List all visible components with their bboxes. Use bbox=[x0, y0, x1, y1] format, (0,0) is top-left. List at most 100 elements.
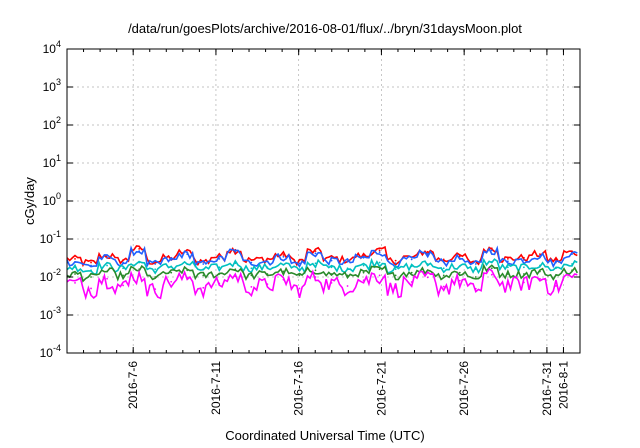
data-point bbox=[122, 274, 125, 277]
data-point bbox=[282, 278, 285, 281]
data-point bbox=[138, 274, 141, 277]
data-point bbox=[378, 261, 381, 264]
data-point bbox=[362, 264, 365, 267]
y-tick-base: 10 bbox=[40, 346, 54, 360]
data-point bbox=[539, 277, 541, 280]
data-point bbox=[410, 271, 413, 274]
data-point bbox=[90, 261, 92, 264]
data-point bbox=[298, 262, 301, 265]
x-axis: 2016-7-6 2016-7-11 2016-7-16 2016-7-21 2016-… bbox=[66, 49, 581, 416]
data-point bbox=[314, 269, 317, 272]
y-tick-base: 10 bbox=[40, 270, 54, 284]
series-line bbox=[66, 267, 578, 301]
x-axis-label: Coordinated Universal Time (UTC) bbox=[225, 428, 424, 443]
y-tick-label: 10-1 bbox=[40, 229, 61, 246]
y-tick-label: 10-3 bbox=[40, 305, 61, 322]
data-point bbox=[539, 264, 541, 267]
data-point bbox=[138, 250, 141, 253]
data-point bbox=[506, 282, 509, 285]
data-point bbox=[394, 262, 397, 265]
data-point bbox=[555, 267, 557, 270]
data-point bbox=[90, 269, 92, 272]
y-tick-label: 10-2 bbox=[40, 267, 61, 284]
y-tick-base: 10 bbox=[43, 156, 57, 170]
data-point bbox=[346, 260, 349, 263]
data-point bbox=[282, 254, 285, 256]
data-point bbox=[218, 282, 221, 285]
data-point bbox=[314, 276, 317, 278]
data-point bbox=[474, 287, 477, 290]
data-point bbox=[170, 265, 173, 268]
data-point bbox=[571, 263, 573, 265]
data-point bbox=[522, 266, 525, 269]
data-point bbox=[250, 274, 253, 277]
y-tick-label: 10-4 bbox=[40, 343, 61, 360]
data-point bbox=[90, 264, 92, 267]
data-point bbox=[186, 263, 189, 265]
y-tick-base: 10 bbox=[40, 308, 54, 322]
data-point bbox=[106, 270, 108, 273]
data-point bbox=[170, 271, 173, 274]
y-tick-label: 103 bbox=[43, 77, 61, 94]
data-point bbox=[490, 249, 493, 252]
y-tick-base: 10 bbox=[43, 42, 57, 56]
x-tick-label: 2016-7-31 bbox=[540, 361, 554, 416]
data-point bbox=[234, 262, 237, 265]
data-point bbox=[555, 274, 557, 277]
data-point bbox=[378, 251, 381, 254]
data-point bbox=[218, 273, 221, 275]
data-point bbox=[555, 285, 557, 287]
data-point bbox=[522, 281, 525, 284]
data-point bbox=[298, 287, 301, 290]
data-point bbox=[394, 286, 397, 289]
data-point bbox=[234, 275, 237, 278]
data-point bbox=[186, 253, 189, 256]
data-point bbox=[426, 263, 429, 265]
data-point bbox=[266, 257, 269, 260]
data-point bbox=[474, 263, 477, 265]
data-point bbox=[346, 267, 349, 270]
data-point bbox=[330, 259, 333, 262]
y-tick-exponent: 1 bbox=[56, 153, 61, 163]
y-tick-label: 101 bbox=[43, 153, 61, 170]
data-point bbox=[250, 259, 253, 261]
data-point bbox=[90, 276, 92, 278]
data-point bbox=[394, 268, 397, 271]
data-point bbox=[458, 257, 461, 260]
data-point bbox=[490, 273, 493, 276]
data-point bbox=[170, 280, 173, 283]
y-tick-exponent: -4 bbox=[53, 343, 61, 353]
y-tick-exponent: -3 bbox=[53, 305, 61, 315]
data-point bbox=[458, 265, 461, 268]
data-point bbox=[74, 273, 76, 275]
data-point bbox=[234, 250, 237, 253]
x-tick-label: 2016-7-26 bbox=[457, 361, 471, 416]
y-tick-base: 10 bbox=[43, 194, 57, 208]
data-point bbox=[571, 276, 573, 278]
data-point bbox=[442, 274, 445, 277]
data-point bbox=[266, 266, 269, 269]
data-point bbox=[202, 263, 205, 265]
data-point bbox=[90, 287, 92, 290]
data-point bbox=[442, 285, 445, 288]
data-point bbox=[539, 253, 541, 256]
data-point bbox=[250, 285, 253, 288]
data-point bbox=[186, 276, 189, 279]
chart-title: /data/run/goesPlots/archive/2016-08-01/f… bbox=[128, 21, 522, 36]
x-tick-label: 2016-7-21 bbox=[374, 361, 388, 416]
data-point bbox=[378, 268, 381, 271]
data-point bbox=[458, 279, 461, 282]
data-point bbox=[314, 252, 317, 255]
data-point bbox=[490, 267, 493, 270]
data-point bbox=[298, 268, 301, 271]
data-point bbox=[154, 288, 157, 291]
data-point bbox=[522, 259, 525, 261]
data-point bbox=[106, 264, 108, 267]
data-point bbox=[426, 250, 429, 253]
data-point bbox=[378, 249, 381, 252]
data-point bbox=[74, 266, 76, 269]
data-point bbox=[539, 270, 541, 273]
data-point bbox=[394, 274, 397, 277]
